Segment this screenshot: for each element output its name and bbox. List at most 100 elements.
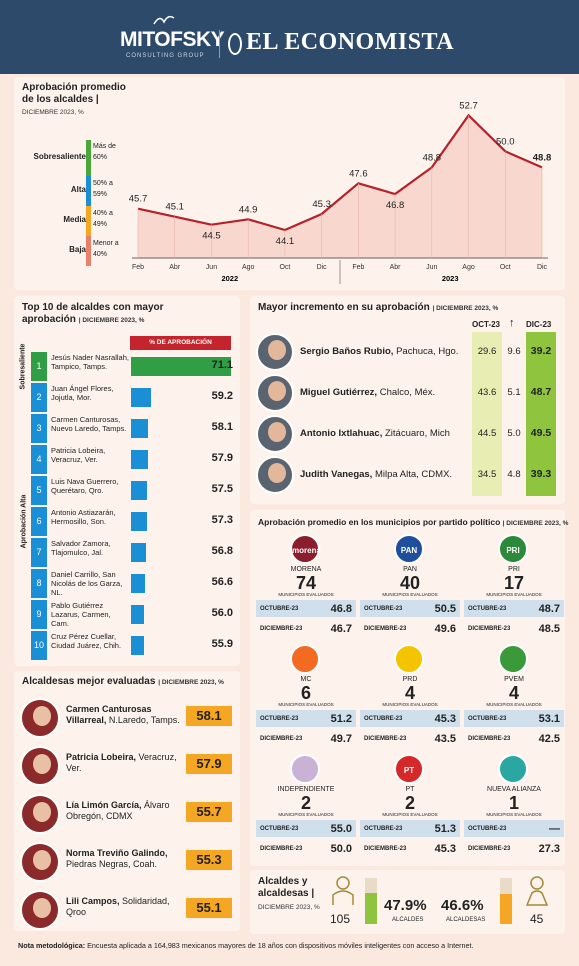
mayor-name-text: Miguel Gutiérrez, (300, 387, 378, 398)
mayor-name: Daniel Carrillo, San Nicolás de los Garz… (51, 570, 129, 597)
x-tick-label: Oct (500, 264, 511, 271)
avatar (20, 890, 60, 930)
party-mun-label: MUNICIPIOS EVALUADOS (486, 702, 542, 707)
oct-value: 46.8 (330, 602, 352, 615)
oct-value: 44.5 (477, 428, 497, 439)
list-item: Lili Campos, Solidaridad, Qroo 55.1 (20, 890, 236, 934)
alcaldesa-name: Carmen Canturosas Villarreal, N.Laredo, … (66, 704, 186, 726)
party-name: PAN (403, 566, 417, 573)
women-count: 45 (530, 912, 544, 926)
dic-label: DICIEMBRE-23 (364, 845, 407, 852)
mayor-place: Querétaro, Qro. (51, 486, 104, 495)
party-card: NUEVA ALIANZA 1 MUNICIPIOS EVALUADOS OCTUBR… (464, 754, 564, 860)
dic-value: 48.7 (530, 386, 552, 398)
women-label: ALCALDESAS (446, 917, 486, 923)
mayor-name-text: Salvador Zamora, (51, 539, 111, 548)
oct-value: — (549, 822, 560, 835)
dic-label: DICIEMBRE-23 (468, 845, 511, 852)
bar-value: 57.5 (211, 483, 233, 495)
table-row: 10 Cruz Pérez Cuellar, Ciudad Juárez, Chi… (31, 631, 237, 660)
alc-sum-card (250, 870, 565, 934)
legend-swatch (86, 206, 91, 236)
avatar (256, 333, 294, 371)
party-logo-icon: PRI (498, 534, 528, 564)
list-item: Lía Limón García, Álvaro Obregón, CDMX 55… (20, 794, 236, 838)
group-alta: Aprobación Alta (20, 494, 28, 549)
mayor-place: Carmen, Cam. (51, 610, 111, 628)
avatar-face (33, 898, 51, 918)
x-tick-label: Abr (390, 264, 402, 271)
avatar-face (268, 381, 286, 401)
oct-label: OCTUBRE-23 (364, 825, 403, 832)
party-logo-icon (498, 644, 528, 674)
mayor-place: Ciudad Juárez, Chih. (51, 641, 122, 650)
year-label: 2022 (221, 274, 238, 283)
party-logo-icon (290, 644, 320, 674)
mayor-name: Luis Nava Guerrero, Querétaro, Qro. (51, 477, 129, 495)
series-line (137, 113, 543, 232)
mayor-name: Antonio Astiazarán, Hermosillo, Son. (51, 508, 129, 526)
avatar (256, 374, 294, 412)
party-card: PRI PRI 17 MUNICIPIOS EVALUADOS OCTUBRE-23 48… (464, 534, 564, 640)
area-fill (138, 115, 542, 258)
oct-label: OCTUBRE-23 (364, 715, 403, 722)
rank-number: 2 (31, 383, 47, 412)
dic-row: DICIEMBRE-23 45.3 (360, 840, 460, 857)
header-divider (219, 30, 220, 58)
data-label: 44.9 (239, 204, 258, 215)
bar-value: 56.0 (211, 607, 233, 619)
bar-header: % DE APROBACIÓN (130, 336, 231, 350)
bar (131, 636, 144, 655)
party-count: 4 (508, 683, 519, 703)
mayor-name: Antonio Ixtlahuac, Zitácuaro, Mich (300, 428, 470, 439)
mayor-place: San Nicolás de los Garza, NL. (51, 570, 123, 597)
list-item: Carmen Canturosas Villarreal, N.Laredo, … (20, 698, 236, 742)
table-row: 4 Patricia Lobeira, Veracruz, Ver. 57.9 (31, 445, 237, 474)
bar-value: 56.8 (211, 545, 233, 557)
mayor-name: Jesús Nader Nasrallah, Tampico, Tamps. (51, 353, 129, 371)
mitofsky-logo: MITOFSKY (120, 28, 225, 51)
alcaldesa-name: Lili Campos, Solidaridad, Qroo (66, 896, 186, 918)
rank-number: 10 (31, 631, 47, 660)
approval-line-chart: 45.7 Feb 45.1 Abr 44.5 Jun 44.9 Ago 44.1 Oct 45.3 D… (129, 100, 551, 284)
oct-row: OCTUBRE-23 51.3 (360, 820, 460, 837)
oct-label: OCTUBRE-23 (260, 605, 299, 612)
dic-value: 49.6 (434, 622, 456, 635)
alc-sum-title: Alcaldes y alcaldesas | (258, 876, 315, 899)
rank-number: 9 (31, 600, 47, 629)
x-tick-label: Oct (279, 264, 290, 271)
dic-row: DICIEMBRE-23 49.6 (360, 620, 460, 637)
oct-row: OCTUBRE-23 51.2 (256, 710, 356, 727)
mayor-name: Carmen Canturosas, Nuevo Laredo, Tamps. (51, 415, 129, 433)
score-badge: 55.3 (186, 850, 232, 870)
party-logo-icon: PAN (394, 534, 424, 564)
table-row: 6 Antonio Astiazarán, Hermosillo, Son. 57.… (31, 507, 237, 536)
legend-row-alta: Alta 50% a 59% (18, 176, 118, 206)
oct-row: OCTUBRE-23 45.3 (360, 710, 460, 727)
mayor-name-text: Juan Ángel Flores, (51, 384, 114, 393)
table-row: Judith Vanegas, Milpa Alta, CDMX. 34.5 4.8… (256, 456, 561, 496)
party-mun-label: MUNICIPIOS EVALUADOS (278, 592, 334, 597)
oct-value: 48.7 (538, 602, 560, 615)
party-logo-icon (394, 644, 424, 674)
mayor-name: Patricia Lobeira, Veracruz, Ver. (51, 446, 129, 464)
avatar (20, 842, 60, 882)
score-badge: 57.9 (186, 754, 232, 774)
avatar-face (33, 754, 51, 774)
men-bar (365, 878, 377, 924)
mayor-name-text: Sergio Baños Rubio, (300, 346, 394, 357)
party-mun-label: MUNICIPIOS EVALUADOS (278, 812, 334, 817)
woman-icon (524, 875, 550, 907)
party-count: 17 (503, 573, 525, 593)
alcaldesa-name: Norma Treviño Galindo, Piedras Negras, C… (66, 848, 186, 870)
party-mun-label: MUNICIPIOS EVALUADOS (278, 702, 334, 707)
avatar (256, 456, 294, 494)
oct-value: 34.5 (477, 469, 497, 480)
increase-value: 9.6 (507, 346, 521, 357)
oct-label: OCTUBRE-23 (468, 715, 507, 722)
data-label: 52.7 (459, 100, 478, 111)
x-tick-label: Dic (537, 264, 548, 271)
dic-value: 42.5 (538, 732, 560, 745)
bar (131, 574, 146, 593)
partidos-card (250, 510, 565, 866)
